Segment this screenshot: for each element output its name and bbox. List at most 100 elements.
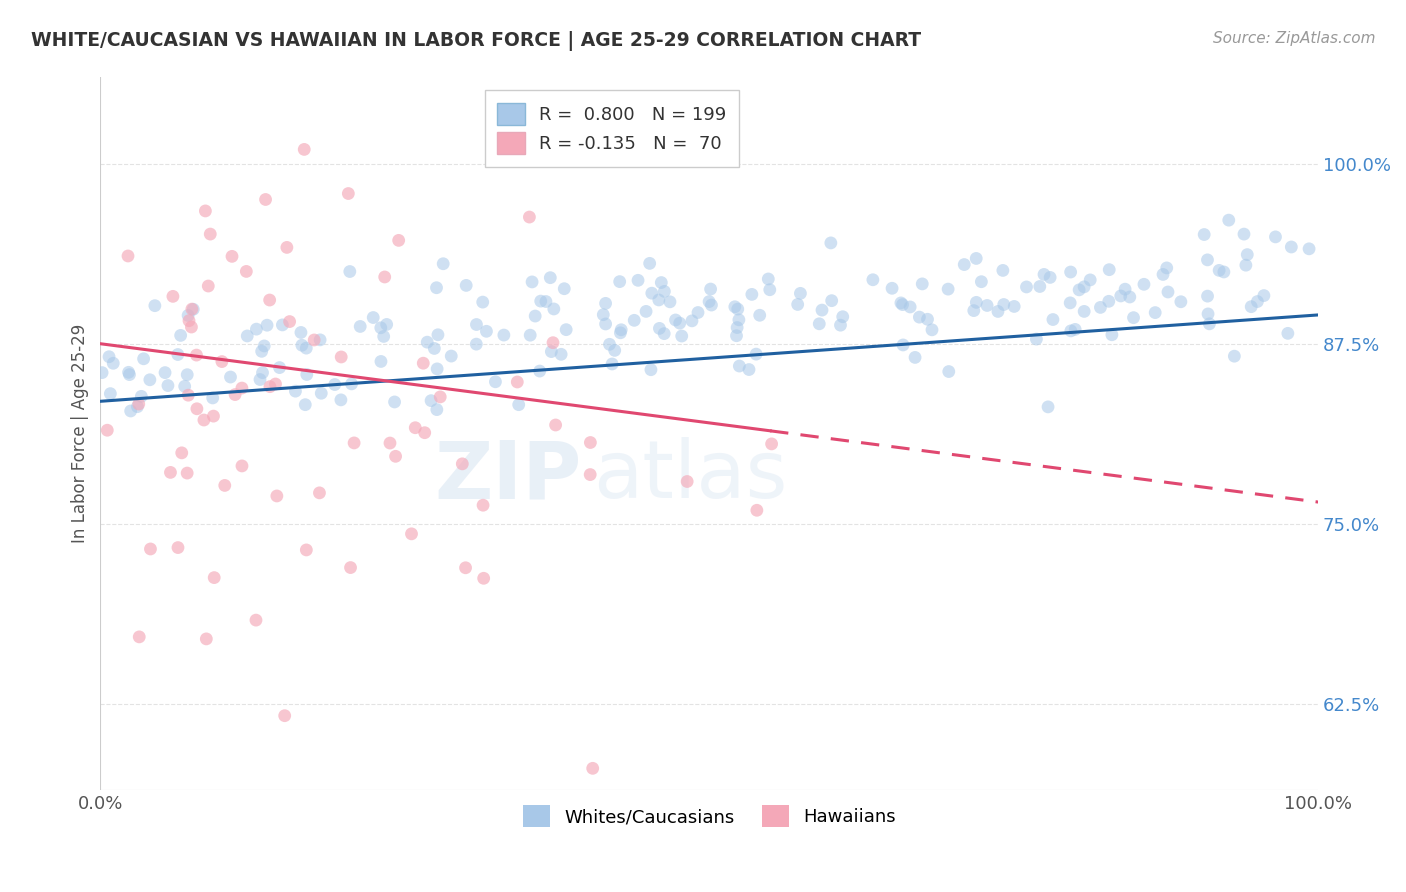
Point — [284, 384, 307, 399]
Point — [831, 310, 853, 324]
Point — [423, 342, 446, 356]
Point — [1279, 240, 1302, 254]
Point — [553, 282, 575, 296]
Point — [295, 543, 318, 558]
Point — [761, 437, 783, 451]
Point — [127, 400, 149, 414]
Point — [221, 249, 243, 263]
Point — [426, 402, 449, 417]
Point — [329, 392, 352, 407]
Point — [256, 318, 278, 333]
Point — [650, 276, 672, 290]
Point — [254, 193, 277, 207]
Point — [1133, 277, 1156, 292]
Point — [1212, 265, 1234, 279]
Point — [595, 296, 617, 310]
Point — [1101, 327, 1123, 342]
Point — [529, 364, 551, 378]
Point — [1033, 268, 1056, 282]
Point — [337, 186, 360, 201]
Point — [600, 357, 623, 371]
Point — [1197, 307, 1219, 321]
Point — [177, 309, 200, 323]
Point — [963, 303, 986, 318]
Point — [1015, 280, 1038, 294]
Point — [484, 375, 506, 389]
Point — [699, 282, 721, 296]
Point — [1025, 332, 1047, 346]
Point — [186, 401, 208, 416]
Point — [609, 326, 631, 340]
Point — [378, 436, 401, 450]
Text: Source: ZipAtlas.com: Source: ZipAtlas.com — [1212, 31, 1375, 46]
Text: WHITE/CAUCASIAN VS HAWAIIAN IN LABOR FORCE | AGE 25-29 CORRELATION CHART: WHITE/CAUCASIAN VS HAWAIIAN IN LABOR FOR… — [31, 31, 921, 51]
Point — [1122, 310, 1144, 325]
Point — [388, 233, 411, 247]
Point — [745, 347, 768, 361]
Point — [492, 328, 515, 343]
Point — [519, 328, 541, 343]
Point — [519, 210, 541, 224]
Point — [508, 398, 530, 412]
Point — [181, 302, 204, 317]
Point — [98, 350, 121, 364]
Point — [671, 329, 693, 343]
Point — [603, 343, 626, 358]
Point — [420, 393, 443, 408]
Point — [370, 320, 392, 334]
Point — [759, 283, 782, 297]
Point — [454, 561, 477, 575]
Point — [465, 337, 488, 351]
Point — [953, 258, 976, 272]
Point — [700, 298, 723, 312]
Point — [117, 365, 139, 379]
Point — [370, 354, 392, 368]
Point — [231, 381, 253, 395]
Point — [550, 347, 572, 361]
Point — [582, 761, 605, 775]
Point — [118, 368, 141, 382]
Point — [1109, 289, 1132, 303]
Point — [725, 328, 748, 343]
Point — [904, 351, 927, 365]
Point — [1223, 349, 1246, 363]
Point — [1253, 288, 1275, 302]
Point — [891, 297, 914, 311]
Point — [1073, 304, 1095, 318]
Point — [139, 541, 162, 556]
Point — [641, 286, 664, 301]
Point — [143, 299, 166, 313]
Point — [820, 235, 842, 250]
Point — [993, 297, 1015, 311]
Legend: Whites/Caucasians, Hawaiians: Whites/Caucasians, Hawaiians — [516, 797, 903, 834]
Point — [627, 273, 650, 287]
Point — [595, 317, 617, 331]
Point — [166, 347, 188, 361]
Point — [375, 318, 398, 332]
Point — [543, 301, 565, 316]
Point — [987, 304, 1010, 318]
Point — [676, 475, 699, 489]
Point — [652, 326, 675, 341]
Point — [891, 338, 914, 352]
Point — [291, 338, 314, 352]
Point — [131, 389, 153, 403]
Point — [302, 333, 325, 347]
Point — [425, 281, 447, 295]
Point — [176, 368, 198, 382]
Point — [309, 333, 332, 347]
Point — [440, 349, 463, 363]
Point — [194, 203, 217, 218]
Point — [412, 356, 434, 370]
Point — [202, 571, 225, 585]
Point — [162, 289, 184, 303]
Point — [648, 293, 671, 307]
Point — [808, 317, 831, 331]
Point — [426, 362, 449, 376]
Point — [538, 270, 561, 285]
Point — [1236, 247, 1258, 261]
Point — [609, 275, 631, 289]
Point — [811, 303, 834, 318]
Point — [340, 376, 363, 391]
Point — [214, 478, 236, 492]
